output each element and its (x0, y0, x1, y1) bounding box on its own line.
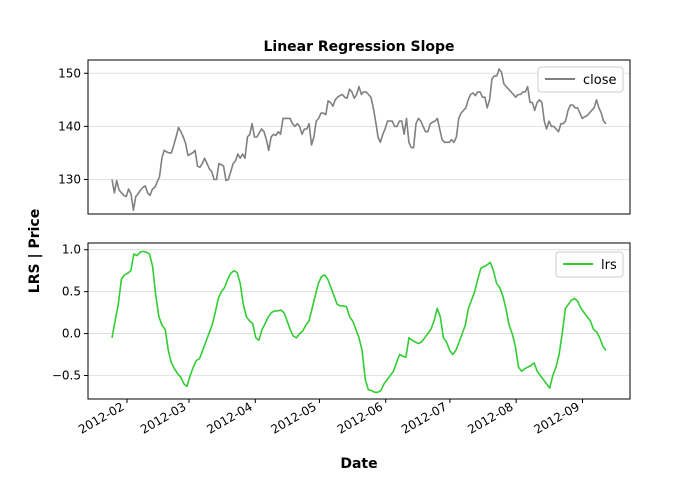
price-legend-label: close (583, 73, 616, 88)
price-series-group (111, 68, 607, 212)
price-legend-box (537, 66, 624, 93)
y-tick-label: 140 (58, 119, 81, 133)
y-axis-label: LRS | Price (27, 209, 43, 293)
x-tick-label: 2012-04 (204, 399, 254, 436)
x-tick-label: 2012-02 (76, 399, 126, 436)
x-tick-label: 2012-03 (138, 399, 188, 436)
lrs-panel: −0.50.00.51.0 lrs 2012-02 2012-03 2012-04 2… (52, 242, 631, 437)
y-tick-label: −0.5 (52, 369, 81, 383)
price-legend: close (537, 66, 624, 93)
y-tick-label: 130 (58, 172, 81, 186)
lrs-series-group (111, 250, 607, 394)
lrs-legend: lrs (555, 251, 624, 278)
lrs-legend-label: lrs (601, 258, 617, 273)
y-tick-label: 150 (58, 66, 81, 80)
x-tick-label: 2012-06 (335, 399, 385, 436)
x-tick-label: 2012-05 (269, 399, 319, 436)
price-panel: 130 140 150 close (58, 59, 631, 215)
y-tick-label: 0.0 (62, 327, 81, 341)
x-tick-label: 2012-07 (399, 399, 449, 436)
series-line-close (111, 68, 607, 212)
x-tick-label: 2012-09 (532, 399, 582, 436)
x-axis-ticks: 2012-02 2012-03 2012-04 2012-05 2012-06 2012-… (76, 399, 583, 437)
y-tick-label: 1.0 (62, 243, 81, 257)
x-tick-label: 2012-08 (465, 399, 515, 436)
x-axis-label: Date (340, 456, 377, 472)
price-plot-frame (87, 59, 631, 215)
y-tick-label: 0.5 (62, 285, 81, 299)
lrs-y-ticks: −0.5 0.0 0.5 1.0 (52, 243, 88, 383)
chart-title: Linear Regression Slope (263, 39, 454, 55)
series-line-lrs (111, 250, 607, 394)
lrs-plot-frame (87, 242, 631, 400)
price-y-ticks: 130 140 150 (58, 66, 88, 186)
